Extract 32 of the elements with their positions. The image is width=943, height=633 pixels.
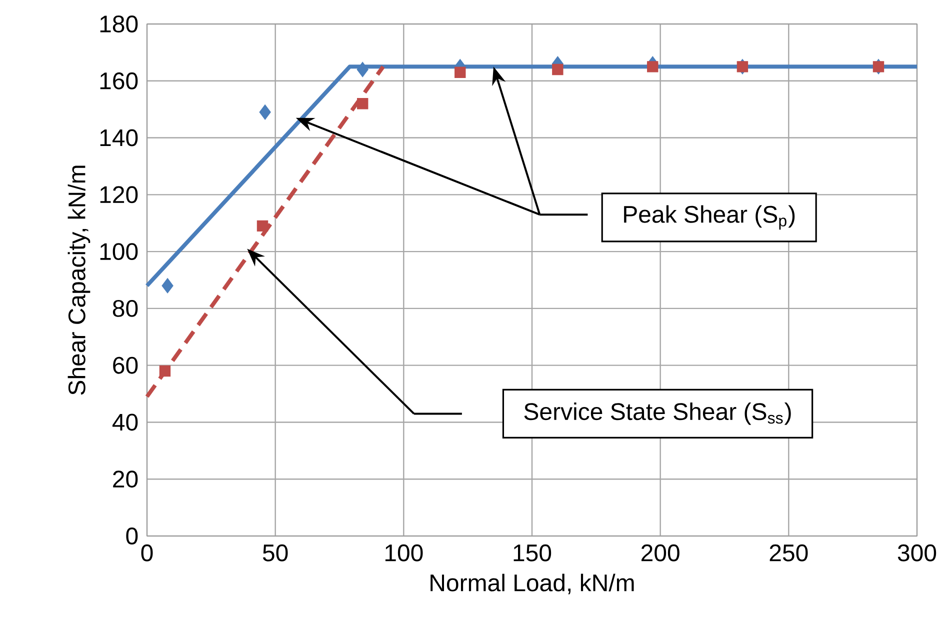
- point: [356, 62, 368, 78]
- y-axis-title: Shear Capacity, kN/m: [68, 166, 90, 395]
- x-tick-label: 150: [514, 544, 552, 562]
- y-tick-label: 140: [100, 129, 138, 146]
- point: [872, 61, 884, 72]
- x-tick-label: 250: [770, 544, 808, 562]
- point: [159, 365, 171, 377]
- x-tick-label: 100: [385, 544, 423, 562]
- point: [454, 66, 466, 78]
- point: [647, 61, 658, 72]
- y-tick-label: 180: [100, 16, 138, 32]
- point: [256, 220, 268, 232]
- x-tick-label: 200: [642, 544, 680, 562]
- y-tick-label: 160: [100, 72, 138, 90]
- point: [356, 98, 368, 110]
- y-tick-label: 100: [100, 243, 138, 260]
- y-tick-label: 80: [112, 300, 138, 317]
- y-tick-label: 0: [126, 528, 138, 544]
- x-tick-label: 300: [898, 544, 936, 562]
- annotation: Peak Shear (S$_{p}$): [624, 205, 795, 230]
- y-tick-label: 120: [100, 186, 138, 204]
- annotation: Service State Shear (S$_{ss}$): [524, 402, 791, 425]
- y-tick-label: 40: [112, 414, 138, 431]
- point: [162, 278, 174, 294]
- point: [736, 61, 748, 72]
- point: [259, 104, 271, 120]
- point: [552, 64, 564, 76]
- y-tick-label: 20: [113, 470, 138, 488]
- x-tick-label: 0: [141, 544, 153, 562]
- x-tick-label: 50: [262, 544, 288, 562]
- x-axis-title: Normal Load, kN/m: [430, 574, 634, 594]
- y-tick-label: 60: [113, 356, 138, 374]
